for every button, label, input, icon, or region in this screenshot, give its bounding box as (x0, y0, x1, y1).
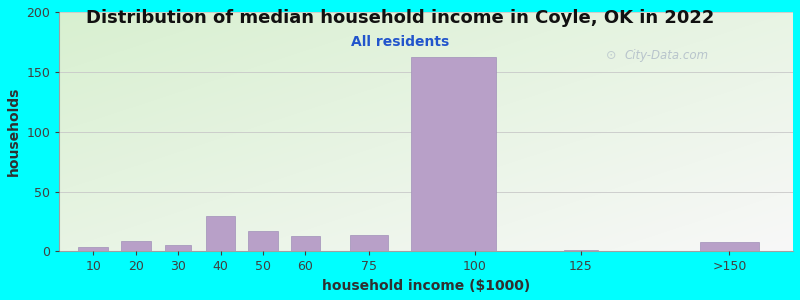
Bar (411, 58, 496, 251)
Bar (700, 242, 759, 251)
Bar (121, 241, 150, 251)
Bar (206, 215, 235, 251)
Y-axis label: households: households (7, 87, 21, 176)
Text: ⊙: ⊙ (606, 49, 617, 62)
Text: Distribution of median household income in Coyle, OK in 2022: Distribution of median household income … (86, 9, 714, 27)
Text: City-Data.com: City-Data.com (624, 49, 709, 62)
Bar (78, 247, 108, 251)
Text: All residents: All residents (351, 34, 449, 49)
X-axis label: household income ($1000): household income ($1000) (322, 279, 530, 293)
Bar (564, 250, 598, 251)
Bar (290, 236, 320, 251)
Bar (350, 235, 388, 251)
Bar (166, 245, 191, 251)
Bar (248, 231, 278, 251)
